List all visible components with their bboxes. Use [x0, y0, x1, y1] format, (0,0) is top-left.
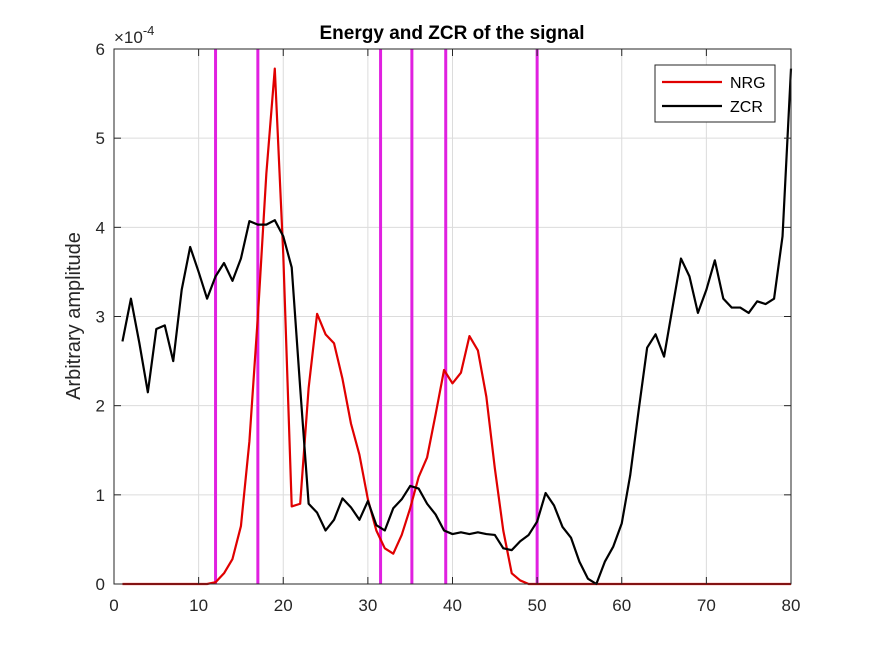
x-tick-label: 70 [697, 596, 716, 615]
x-tick-label: 30 [358, 596, 377, 615]
legend-label-zcr: ZCR [730, 99, 763, 116]
y-axis-label: Arbitrary amplitude [63, 232, 85, 400]
y-exponent-power: -4 [143, 23, 155, 38]
y-tick-label: 1 [96, 486, 105, 505]
y-axis-ticks: 0 1 2 3 4 5 6 [96, 40, 791, 594]
y-tick-label: 5 [96, 129, 105, 148]
legend-label-nrg: NRG [730, 75, 766, 92]
x-tick-label: 40 [443, 596, 462, 615]
y-exponent-base: ×10 [114, 28, 143, 47]
legend: NRG ZCR [654, 64, 776, 123]
y-exponent: ×10-4 [114, 23, 154, 47]
x-tick-label: 80 [782, 596, 801, 615]
y-tick-label: 6 [96, 40, 105, 59]
x-axis-ticks: 0 10 20 30 40 50 60 70 80 [109, 49, 800, 615]
y-tick-label: 4 [96, 218, 105, 237]
y-tick-label: 3 [96, 308, 105, 327]
series-line-zcr [121, 68, 793, 586]
x-tick-label: 10 [189, 596, 208, 615]
y-tick-label: 0 [96, 575, 105, 594]
vertical-markers [214, 49, 539, 584]
legend-box [654, 64, 776, 123]
y-tick-label: 2 [96, 397, 105, 416]
chart-title: Energy and ZCR of the signal [320, 23, 585, 44]
x-tick-label: 60 [612, 596, 631, 615]
x-tick-label: 20 [274, 596, 293, 615]
x-tick-label: 0 [109, 596, 118, 615]
x-tick-label: 50 [528, 596, 547, 615]
